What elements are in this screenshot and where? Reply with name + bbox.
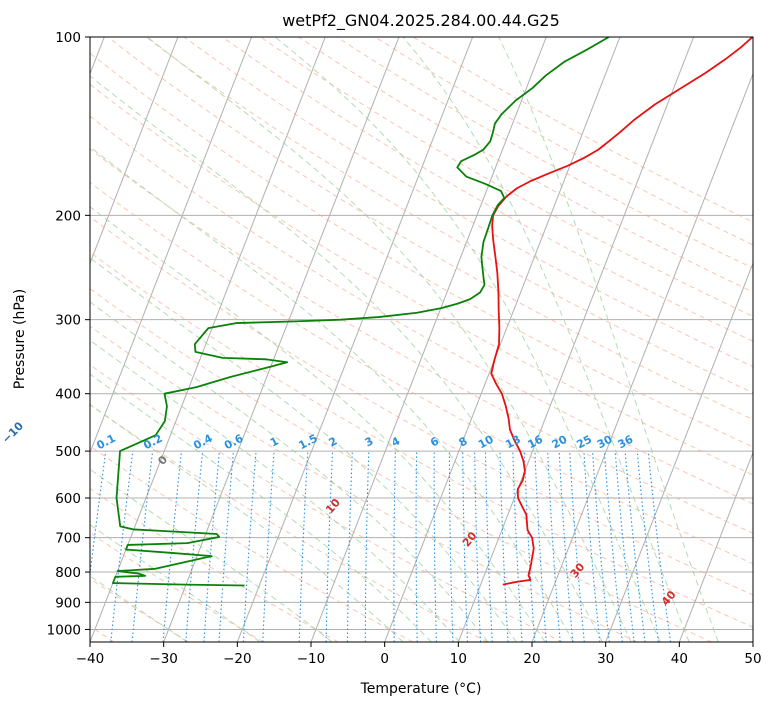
- plot-frame: [89, 36, 754, 643]
- series-layer: [112, 37, 753, 587]
- isotherm-line: [90, 37, 179, 265]
- isotherm-line: [90, 37, 326, 642]
- moist-adiabat-line: [90, 301, 489, 642]
- dry-adiabat-line: [90, 52, 753, 448]
- temperature-profile-line: [490, 37, 753, 586]
- y-axis-ticks: 100 200 300 400 500 600 700 800 900 1000: [47, 30, 90, 638]
- mixing-ratio-line: [624, 451, 646, 642]
- x-tick-label: −10: [297, 651, 326, 667]
- y-tick-label: 600: [55, 491, 81, 507]
- x-tick-label: 20: [523, 651, 540, 667]
- dry-adiabat-line: [90, 288, 712, 642]
- chart-title: wetPf2_GN04.2025.284.00.44.G25: [282, 11, 560, 31]
- y-tick-label: 500: [55, 444, 81, 460]
- dry-adiabat-line: [90, 325, 638, 642]
- isotherm-line: [163, 37, 400, 642]
- moist-adiabat-line: [402, 37, 690, 642]
- x-tick-label: 40: [671, 651, 688, 667]
- dry-adiabat-line: [90, 532, 264, 642]
- mixing-ratio-line: [647, 451, 672, 642]
- isotherm-line: [90, 37, 253, 454]
- isotherm-line: [531, 72, 753, 642]
- x-axis-ticks: −40 −30 −20 −10 0 10 20 30 40 50: [76, 642, 762, 667]
- y-tick-label: 300: [55, 313, 81, 329]
- x-tick-label: 30: [597, 651, 614, 667]
- mixing-ratio-line: [110, 451, 134, 642]
- y-tick-label: 200: [55, 208, 81, 224]
- x-tick-label: −30: [149, 651, 178, 667]
- dry-adiabat-line: [90, 404, 488, 642]
- dry-adiabat-line: [298, 37, 753, 293]
- x-tick-label: 10: [450, 651, 467, 667]
- dry-adiabat-line: [90, 364, 563, 642]
- moist-adiabat-line: [498, 37, 719, 642]
- x-tick-label: 50: [744, 651, 761, 667]
- x-axis-label: Temperature (°C): [360, 681, 482, 697]
- mixing-ratio-label: 13: [503, 433, 523, 452]
- mixing-ratio-line: [569, 451, 585, 642]
- y-axis-label: Pressure (hPa): [12, 289, 28, 389]
- plot-background: [90, 37, 753, 642]
- moist-adiabat-line: [90, 146, 575, 642]
- y-tick-label: 400: [55, 387, 81, 403]
- dry-adiabat-line: [90, 251, 753, 628]
- dry-adiabat-line: [90, 487, 339, 642]
- isotherm-line: [678, 451, 753, 642]
- mixing-ratio-label: 20: [550, 433, 570, 452]
- mixing-ratio-line: [203, 451, 220, 642]
- y-tick-label: 100: [55, 30, 81, 46]
- isotherm-line: [457, 37, 695, 642]
- mixing-ratio-line: [591, 451, 610, 642]
- dry-adiabat-line: [145, 37, 753, 394]
- dry-adiabat-line: [222, 37, 753, 342]
- x-tick-label: −20: [223, 651, 252, 667]
- mixing-ratio-line: [185, 451, 204, 642]
- moist-adiabat-line: [90, 468, 333, 642]
- y-tick-label: 1000: [47, 622, 81, 638]
- mixing-ratio-line: [603, 451, 623, 642]
- y-tick-label: 900: [55, 595, 81, 611]
- grid-layer: [90, 37, 753, 642]
- mixing-ratio-label: 36: [616, 433, 636, 452]
- y-tick-label: 700: [55, 531, 81, 547]
- mixing-ratio-line: [614, 451, 635, 642]
- dry-adiabat-line: [90, 115, 753, 505]
- moist-adiabat-line: [90, 75, 603, 642]
- mixing-ratio-line: [131, 451, 154, 642]
- moist-adiabat-line: [90, 403, 404, 642]
- mixing-ratio-label: 25: [574, 433, 594, 452]
- mixing-ratio-label: 16: [525, 433, 545, 452]
- x-tick-label: 0: [380, 651, 389, 667]
- mixing-ratio-line: [636, 451, 660, 642]
- isotherm-line: [384, 37, 621, 642]
- moist-adiabat-line: [90, 206, 546, 642]
- dry-adiabat-line: [90, 181, 753, 565]
- mixing-ratio-line: [558, 451, 574, 642]
- mixing-ratio-label: 30: [595, 433, 615, 452]
- moist-adiabat-line: [274, 37, 661, 642]
- isotherm-line: [605, 261, 753, 642]
- mixing-ratio-line: [90, 451, 107, 579]
- moist-adiabat-line: [147, 37, 632, 642]
- moist-adiabat-line: [90, 257, 517, 642]
- mixing-ratio-label: 10: [476, 433, 496, 452]
- mixing-ratio-line: [583, 451, 601, 642]
- x-tick-label: −40: [76, 651, 105, 667]
- moisture-profile-line: [112, 37, 610, 587]
- dry-adiabat-line: [90, 148, 753, 534]
- y-tick-label: 800: [55, 565, 81, 581]
- mixing-ratio-line: [162, 451, 183, 642]
- isotherm-line: [236, 37, 474, 642]
